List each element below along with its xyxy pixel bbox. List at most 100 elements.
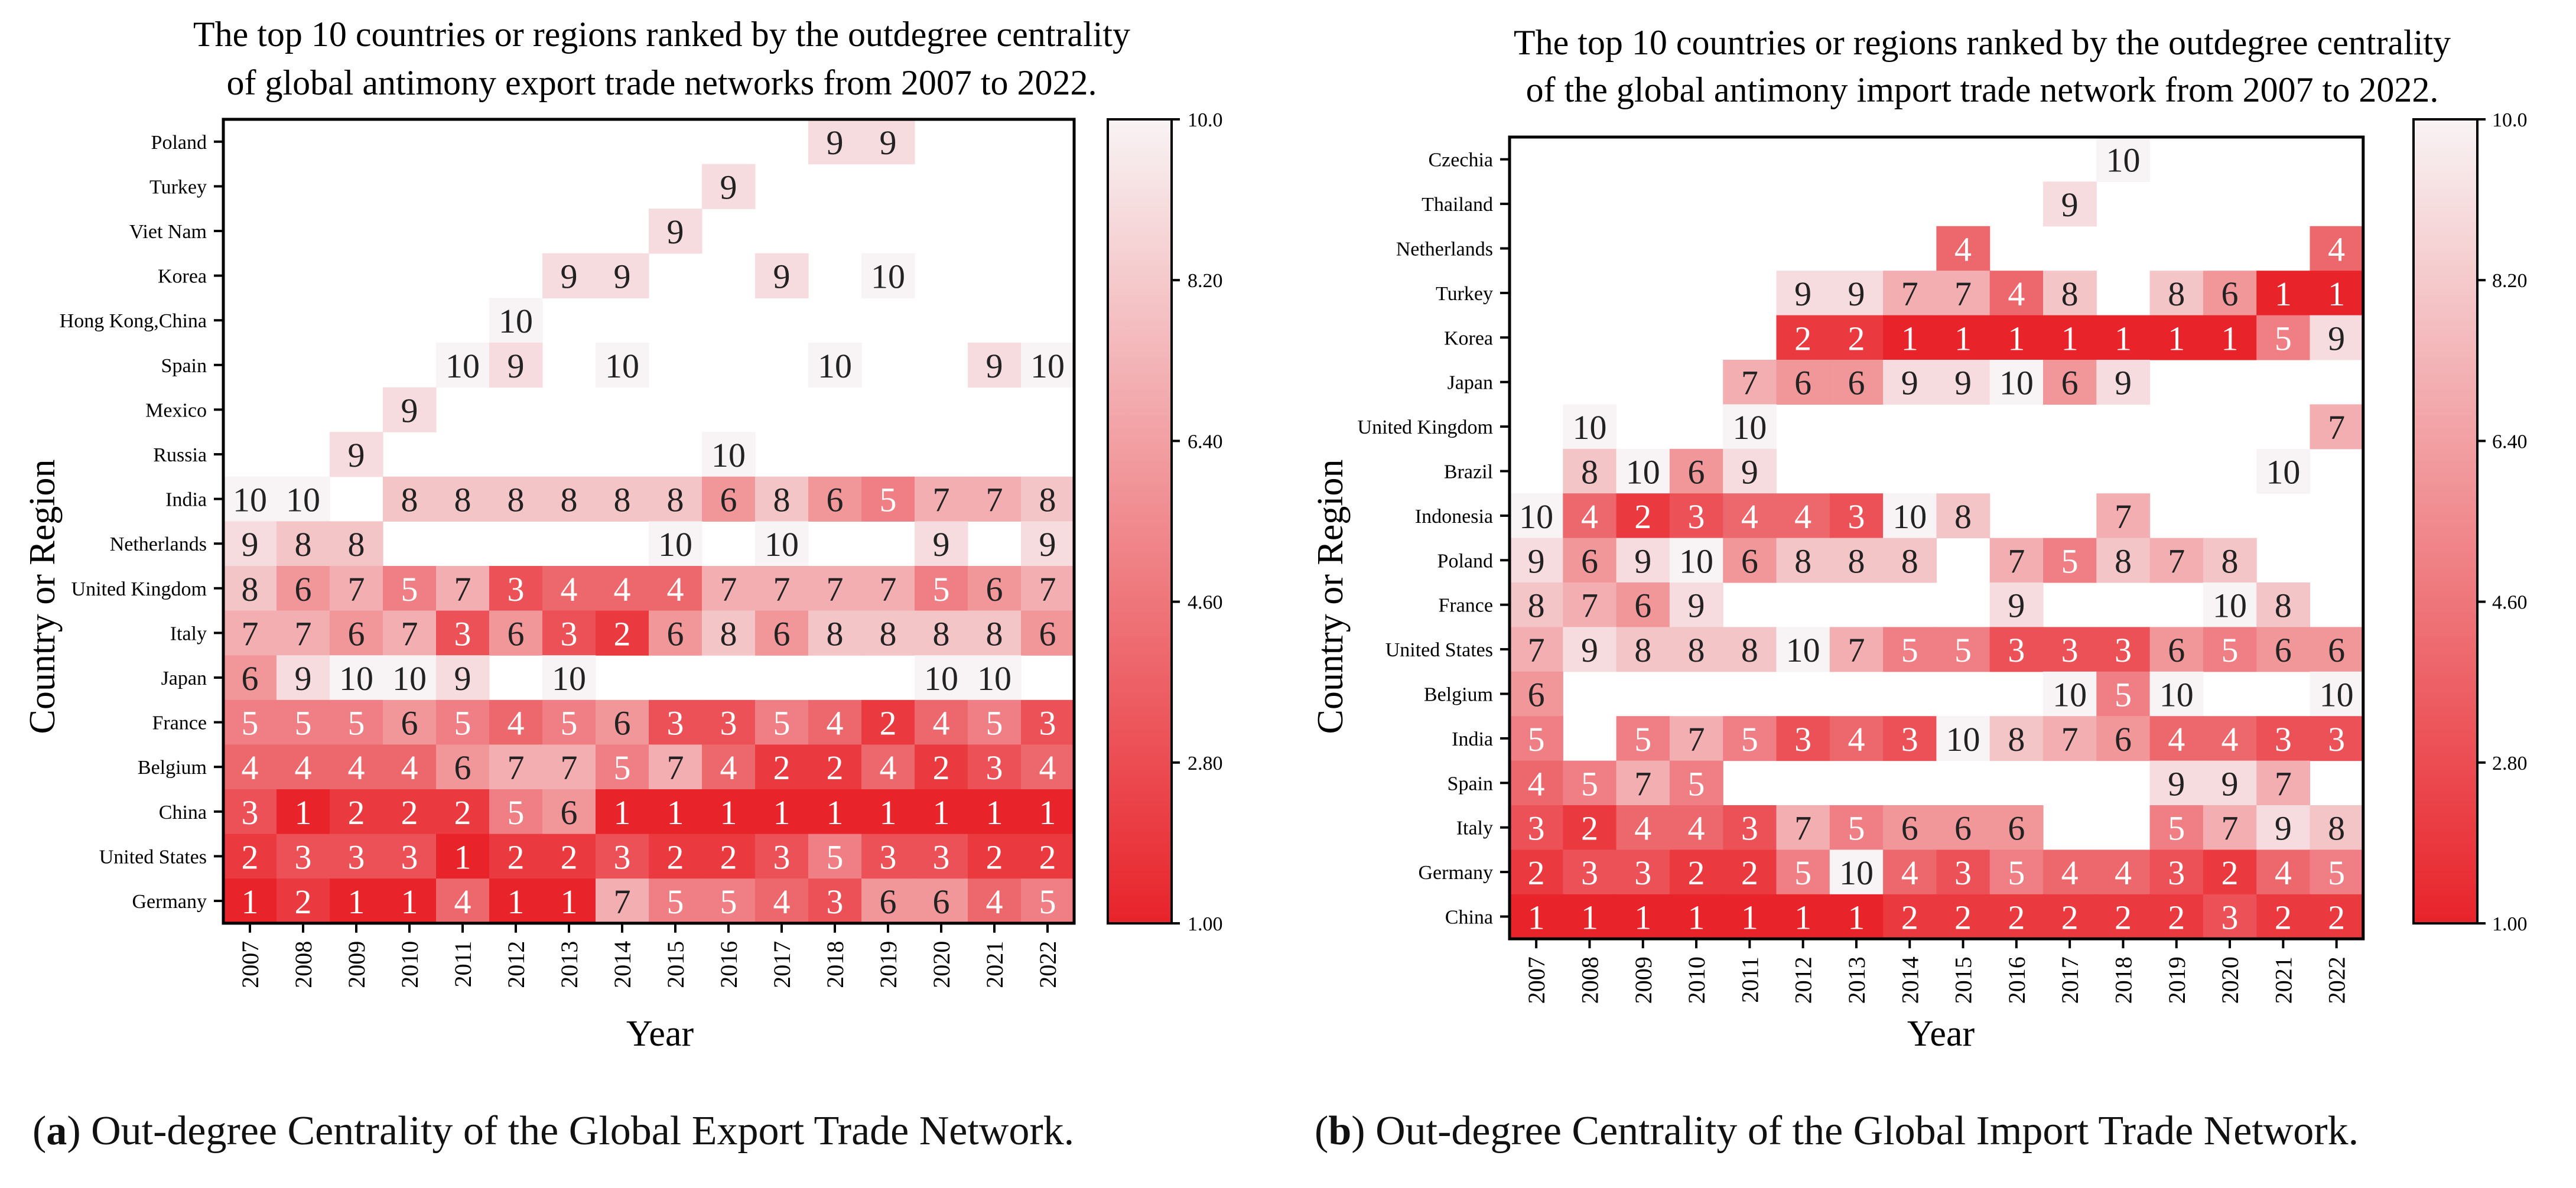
heatmap-cell	[2149, 760, 2204, 806]
heatmap-cell	[1669, 716, 1723, 761]
heatmap-cell	[489, 343, 543, 388]
x-tick-label: 2015	[662, 941, 689, 988]
cell-value-label: 6	[1901, 809, 1918, 848]
heatmap-cell	[1669, 894, 1723, 939]
heatmap-cell	[223, 878, 277, 924]
x-tick-labels: 2007 2008 2009 2010 2011 2012 2013 2014 2015 2016…	[237, 923, 1061, 988]
y-tick-label: Indonesia	[1415, 506, 1493, 528]
y-tick-label: Germany	[1418, 862, 1493, 884]
heatmap-cell	[383, 699, 437, 745]
heatmap-cell	[1669, 582, 1723, 627]
y-tick-label: United States	[99, 846, 207, 868]
colorbar-tick-label: 4.60	[1188, 592, 1223, 614]
cell-value-label: 1	[2222, 319, 2239, 357]
cell-value-label: 2	[933, 748, 950, 787]
cell-value-label: 7	[2275, 764, 2292, 803]
x-tick-label: 2022	[1035, 941, 1061, 988]
cell-value-label: 6	[1741, 542, 1758, 580]
heatmap-cell	[1936, 271, 1990, 316]
cell-value-label: 7	[2008, 542, 2025, 580]
cell-value-label: 2	[1848, 319, 1865, 357]
cell-value-label: 5	[454, 704, 471, 743]
colorbar-tick-label: 2.80	[1188, 753, 1223, 774]
cell-value-label: 5	[1741, 720, 1758, 759]
cell-value-label: 5	[348, 704, 365, 743]
heatmap-cell	[596, 476, 649, 522]
cell-value-label: 8	[667, 481, 684, 519]
heatmap-cell	[1936, 315, 1990, 360]
cell-value-label: 9	[1794, 275, 1811, 313]
cell-value-label: 1	[348, 883, 365, 921]
cell-value-label: 1	[2061, 319, 2079, 357]
heatmap-cell	[1616, 493, 1670, 539]
cell-value-label: 8	[348, 525, 365, 564]
cell-value-label: 3	[2115, 631, 2132, 669]
chart-title-line-1: The top 10 countries or regions ranked b…	[1514, 23, 2451, 62]
cell-value-label: 9	[242, 525, 259, 564]
cell-value-label: 2	[348, 793, 365, 832]
heatmap-cell	[1829, 805, 1884, 850]
import-heatmap-panel: The top 10 countries or regions ranked b…	[1310, 23, 2528, 1054]
cell-value-label: 9	[773, 258, 791, 296]
cell-value-label: 9	[1634, 542, 1651, 580]
cell-value-label: 7	[1528, 631, 1545, 669]
heatmap-cell	[383, 387, 437, 432]
heatmap-cell	[702, 699, 756, 745]
y-tick-label: Russia	[153, 444, 207, 466]
heatmap-cell	[223, 789, 277, 835]
cell-value-label: 2	[2061, 899, 2079, 937]
cell-value-label: 8	[827, 614, 844, 653]
heatmap-cell	[277, 566, 330, 611]
cell-value-label: 3	[295, 838, 312, 876]
heatmap-cell	[2043, 271, 2097, 316]
cell-value-label: 3	[348, 838, 365, 876]
cell-value-label: 7	[454, 570, 471, 608]
heatmap-cell	[1936, 360, 1990, 405]
cell-value-label: 1	[2328, 275, 2345, 313]
cell-value-label: 2	[827, 748, 844, 787]
cell-value-label: 1	[667, 793, 684, 832]
colorbar-tick-label: 6.40	[2492, 431, 2528, 453]
heatmap-cell	[968, 476, 1022, 522]
x-axis-label: Year	[1907, 1014, 1975, 1054]
cell-value-label: 5	[1581, 764, 1598, 803]
cell-value-label: 4	[508, 704, 525, 743]
caption-text: Out-degree Centrality of the Global Expo…	[91, 1108, 1075, 1154]
cell-value-label: 3	[986, 748, 1003, 787]
heatmap-cell	[330, 878, 383, 924]
cell-value-label: 1	[1581, 899, 1598, 937]
heatmap-cell	[383, 878, 437, 924]
colorbar-tick-label: 10.0	[1188, 109, 1223, 131]
cell-value-label: 1	[1954, 319, 1972, 357]
cell-value-label: 10	[711, 436, 746, 474]
heatmap-cell	[1021, 476, 1075, 522]
cell-value-label: 2	[986, 838, 1003, 876]
y-tick-label: Spain	[161, 355, 207, 377]
cell-value-label: 10	[1786, 631, 1820, 669]
heatmap-cell	[1936, 716, 1990, 761]
heatmap-cell	[1510, 538, 1563, 583]
x-tick-label: 2014	[609, 941, 636, 988]
cell-value-label: 5	[1528, 720, 1545, 759]
y-tick-label: Italy	[1456, 818, 1493, 839]
colorbar-tick-label: 1.00	[2492, 913, 2528, 935]
cell-value-label: 4	[1581, 497, 1598, 536]
heatmap-cell	[489, 566, 543, 611]
cell-value-label: 1	[880, 793, 897, 832]
heatmap-cell	[1776, 271, 1830, 316]
heatmap-cell	[968, 878, 1022, 924]
heatmap-cell	[2310, 315, 2364, 360]
cell-value-label: 10	[1946, 720, 1980, 759]
x-tick-label: 2021	[2270, 956, 2297, 1004]
heatmap-cell	[489, 878, 543, 924]
heatmap-cell	[1510, 805, 1563, 850]
cell-value-label: 2	[667, 838, 684, 876]
cell-value-label: 10	[2266, 453, 2300, 492]
cell-value-label: 8	[295, 525, 312, 564]
cell-value-label: 4	[401, 748, 418, 787]
heatmap-cell	[1723, 894, 1777, 939]
heatmap-cell	[2096, 538, 2151, 583]
heatmap-cell	[1829, 360, 1884, 405]
heatmap-cell	[1883, 805, 1937, 850]
cell-value-label: 7	[2222, 809, 2239, 848]
